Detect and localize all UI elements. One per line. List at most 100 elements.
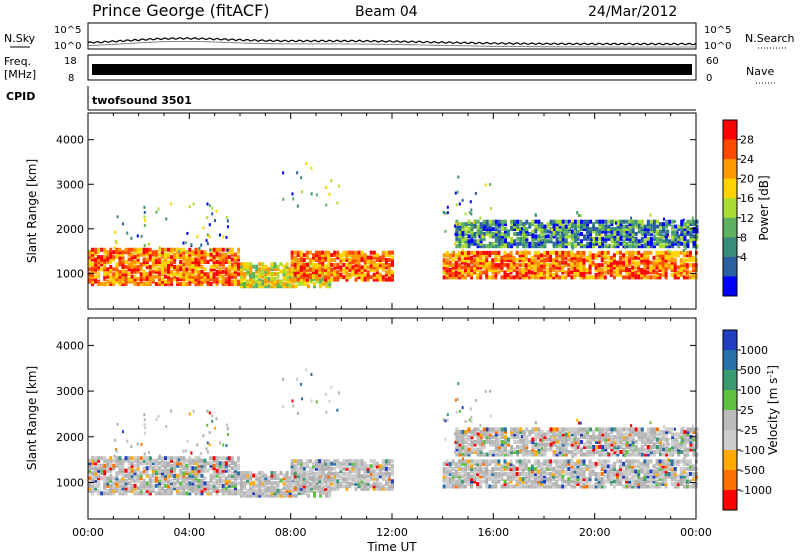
power-cell	[656, 237, 659, 241]
velocity-cell	[294, 487, 297, 491]
power-cell	[291, 268, 294, 272]
power-cell	[159, 246, 161, 249]
velocity-cell	[373, 482, 376, 486]
power-cell	[636, 241, 638, 244]
power-cell	[109, 265, 112, 269]
velocity-cell	[330, 487, 333, 491]
power-cell	[677, 234, 680, 238]
velocity-cell	[182, 456, 185, 460]
power-cell	[583, 258, 586, 262]
power-cell	[228, 260, 231, 264]
power-cell	[635, 220, 638, 224]
power-cell	[280, 279, 283, 283]
power-cell	[297, 278, 300, 282]
velocity-cell	[604, 432, 607, 436]
velocity-cell	[167, 461, 170, 465]
power-cell	[492, 220, 495, 224]
power-cell	[210, 253, 213, 257]
velocity-cell	[134, 484, 137, 488]
velocity-cell	[240, 471, 243, 475]
velocity-cell	[173, 481, 176, 485]
power-cell	[137, 248, 140, 252]
power-cell	[309, 268, 312, 272]
noise-right-label: N.Search	[745, 32, 795, 45]
power-cell	[604, 244, 607, 248]
power-cell	[674, 258, 677, 262]
power-cell	[459, 227, 461, 230]
velocity-cell	[152, 479, 155, 483]
power-cell	[164, 248, 167, 252]
velocity-cell	[295, 494, 298, 498]
velocity-cell	[170, 479, 173, 483]
colorbar-swatch	[723, 257, 737, 277]
power-cell	[583, 220, 586, 224]
velocity-cell	[604, 453, 607, 457]
power-cell	[146, 248, 149, 252]
velocity-cell	[537, 469, 540, 473]
power-cell	[165, 217, 167, 220]
power-cell	[519, 242, 521, 245]
power-cell	[97, 272, 100, 276]
velocity-cell	[258, 471, 261, 475]
power-cell	[467, 227, 470, 231]
velocity-cell	[473, 459, 476, 463]
velocity-cell	[297, 467, 300, 471]
power-cell	[97, 255, 100, 259]
velocity-cell	[674, 459, 677, 463]
power-cell	[158, 267, 161, 271]
velocity-cell	[598, 459, 601, 463]
velocity-cell	[592, 445, 595, 449]
power-cell	[637, 261, 640, 265]
velocity-cell	[649, 459, 652, 463]
velocity-cell	[461, 453, 464, 457]
power-cell	[364, 253, 367, 257]
power-cell	[516, 251, 519, 255]
velocity-cell	[361, 459, 364, 463]
velocity-cell	[112, 481, 115, 485]
velocity-cell	[573, 462, 576, 466]
power-cell	[161, 248, 164, 252]
velocity-cell	[489, 427, 492, 431]
power-cell	[155, 275, 158, 279]
velocity-cell	[291, 477, 294, 481]
velocity-cell	[231, 466, 234, 470]
velocity-cell	[595, 472, 598, 476]
velocity-cell	[146, 466, 149, 470]
velocity-cell	[486, 427, 489, 431]
velocity-cell	[124, 479, 127, 483]
power-cell	[106, 280, 109, 284]
velocity-cell	[367, 474, 370, 478]
velocity-cell	[534, 442, 537, 446]
velocity-cell	[188, 481, 191, 485]
velocity-cell	[546, 485, 549, 489]
velocity-cell	[243, 471, 246, 475]
velocity-cell	[677, 459, 680, 463]
power-cell	[580, 239, 583, 243]
velocity-cell	[324, 484, 327, 488]
velocity-cell	[619, 459, 622, 463]
power-cell	[91, 248, 94, 252]
power-cell	[225, 253, 228, 257]
power-cell	[161, 260, 164, 264]
velocity-cell	[552, 459, 555, 463]
velocity-cell	[577, 427, 580, 431]
power-cell	[470, 266, 473, 270]
velocity-cell	[255, 474, 258, 478]
velocity-cell	[179, 481, 182, 485]
power-cell	[531, 270, 534, 274]
power-cell	[237, 248, 240, 252]
power-cell	[498, 229, 501, 233]
power-cell	[547, 234, 550, 238]
velocity-cell	[507, 450, 510, 454]
power-cell	[507, 263, 510, 267]
velocity-cell	[370, 484, 373, 488]
power-cell	[219, 267, 222, 271]
power-cell	[662, 222, 665, 226]
velocity-cell	[534, 459, 537, 463]
velocity-cell	[443, 485, 446, 489]
velocity-cell	[553, 427, 556, 431]
velocity-cell	[364, 482, 367, 486]
power-cell	[124, 270, 127, 274]
